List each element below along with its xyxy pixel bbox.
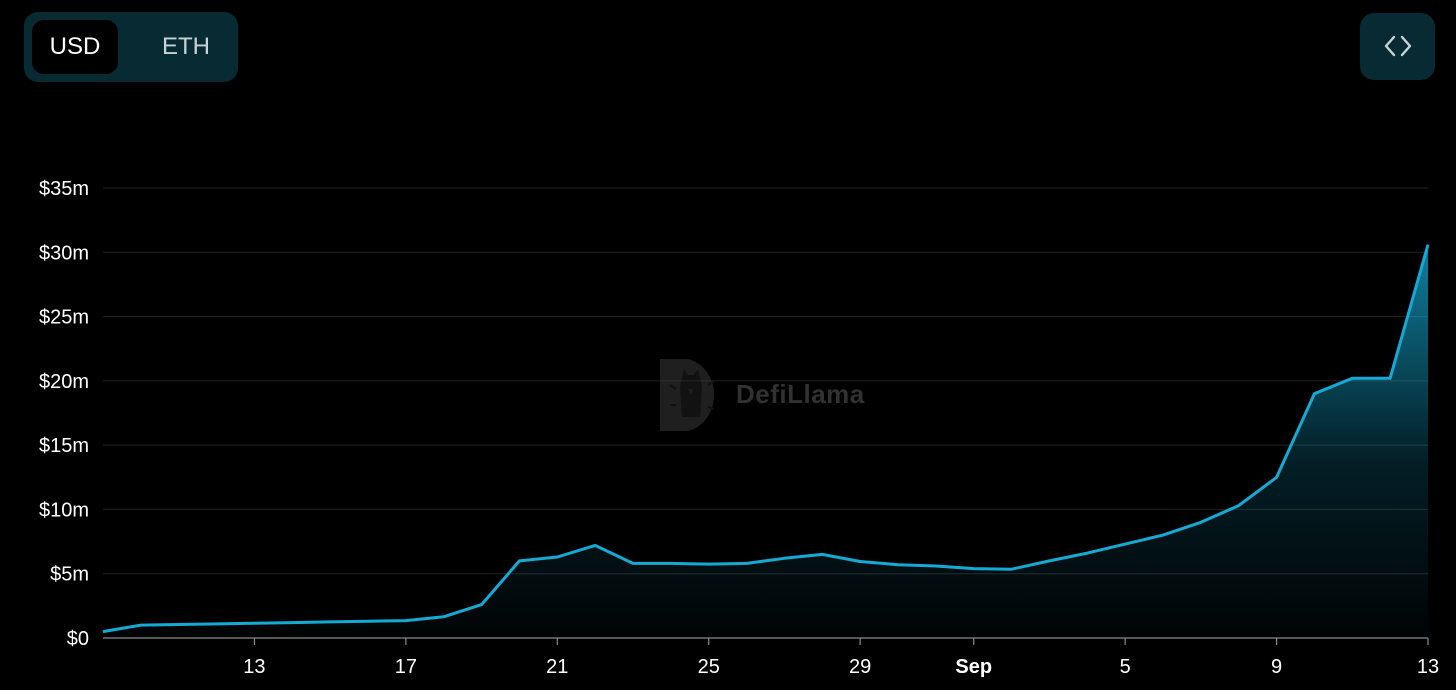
llama-logo-icon [660,359,715,431]
currency-toggle: USD ETH [24,12,238,82]
code-brackets-icon [1384,35,1412,57]
x-tick-label: 29 [849,656,871,678]
x-tick-label: 5 [1120,656,1131,678]
y-axis-labels: $0 $5m $10m $15m $20m $25m $30m $35m [39,178,89,650]
embed-code-button[interactable] [1360,13,1435,80]
x-tick-label: Sep [955,656,992,678]
y-tick-label: $35m [39,178,89,200]
x-tick-label: 25 [698,656,720,678]
x-axis [103,637,1429,645]
defillama-watermark: DefiLlama [654,355,894,435]
y-tick-label: $30m [39,242,89,264]
y-tick-label: $0 [67,628,89,650]
y-tick-label: $15m [39,435,89,457]
y-tick-label: $5m [50,564,89,586]
x-tick-label: 21 [546,656,568,678]
eth-toggle-button[interactable]: ETH [162,33,210,60]
y-tick-label: $25m [39,307,89,329]
x-tick-label: 17 [395,656,417,678]
x-axis-labels: 13 17 21 25 29 Sep 5 9 13 [243,656,1439,678]
x-tick-label: 13 [1417,656,1439,678]
y-tick-label: $10m [39,499,89,521]
series-line [102,244,1430,634]
x-tick-label: 9 [1271,656,1282,678]
usd-toggle-button[interactable]: USD [32,20,118,74]
series-area [102,244,1430,638]
watermark-text: DefiLlama [736,379,865,409]
y-tick-label: $20m [39,371,89,393]
x-tick-label: 13 [243,656,265,678]
series-area-fill [103,244,1428,638]
